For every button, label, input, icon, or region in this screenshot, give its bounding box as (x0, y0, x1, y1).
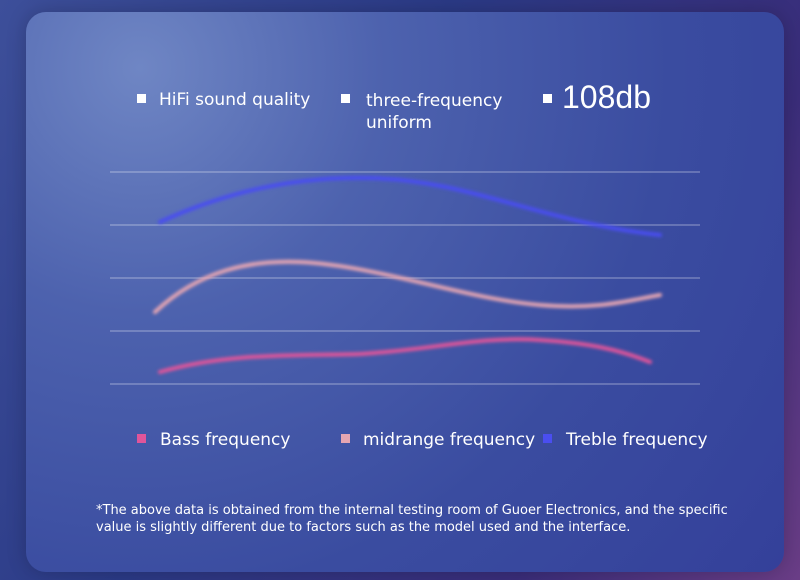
bullet (341, 94, 350, 103)
bullet (543, 94, 552, 103)
midrange-curve (153, 259, 662, 314)
legend-swatch (341, 434, 350, 443)
legend-label: Treble frequency (566, 430, 708, 450)
legend-label: Bass frequency (160, 430, 291, 450)
footnote: *The above data is obtained from the int… (96, 503, 728, 535)
legend-swatch (137, 434, 146, 443)
treble-curve (158, 175, 662, 237)
feature: HiFi sound quality (159, 90, 311, 110)
bass-curve (158, 337, 652, 374)
legend-swatch (543, 434, 552, 443)
feature-big: 108db (562, 79, 651, 115)
card (26, 12, 784, 572)
feature: three-frequency uniform (366, 91, 503, 133)
bullet (137, 94, 146, 103)
legend-label: midrange frequency (363, 430, 536, 450)
